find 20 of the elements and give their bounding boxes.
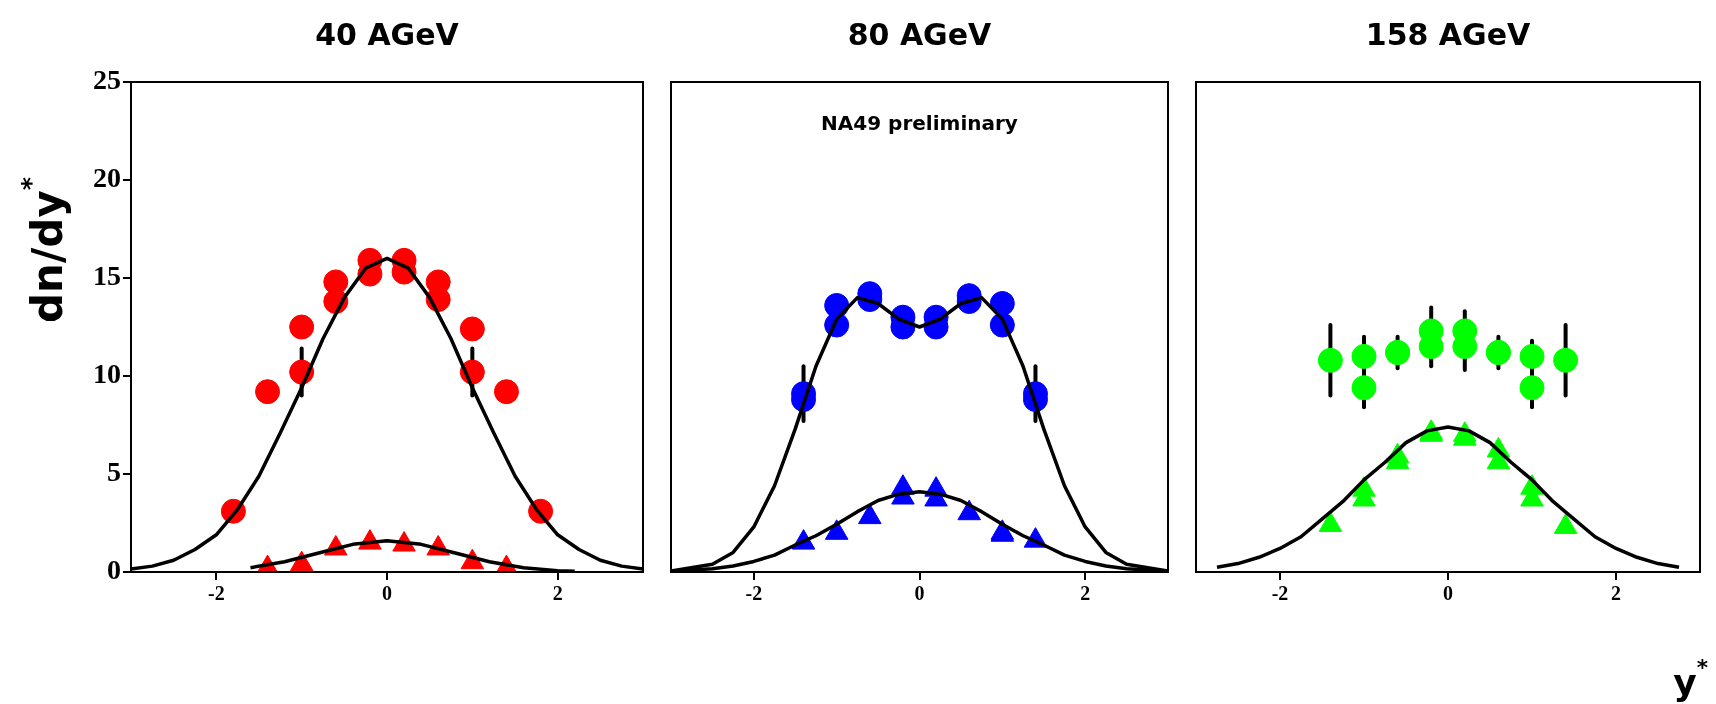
x-tick-label: 2: [1080, 582, 1091, 605]
x-axis-title: y*: [1673, 655, 1708, 703]
x-tick-label: -2: [208, 582, 225, 605]
x-tick-label: 2: [552, 582, 563, 605]
x-tick-label: -2: [1271, 582, 1289, 605]
y-tick-label: 15: [93, 260, 121, 292]
chart-title: 80 AGeV: [847, 17, 993, 52]
y-tick-label: 25: [93, 64, 121, 96]
y-tick-label: 5: [107, 456, 121, 488]
chart-title: 158 AGeV: [1365, 17, 1532, 52]
y-axis-title: dn/dy*: [15, 177, 72, 323]
x-tick-label: 2: [1611, 582, 1621, 605]
x-tick-label: -2: [745, 582, 763, 605]
y-tick-label: 10: [93, 358, 121, 390]
y-tick-label: 20: [93, 162, 121, 194]
annotation: NA49 preliminary: [821, 111, 1018, 135]
x-tick-label: 0: [914, 582, 925, 605]
chart-title: 40 AGeV: [315, 17, 460, 52]
x-tick-label: 0: [382, 582, 392, 605]
x-tick-label: 0: [1443, 582, 1453, 605]
